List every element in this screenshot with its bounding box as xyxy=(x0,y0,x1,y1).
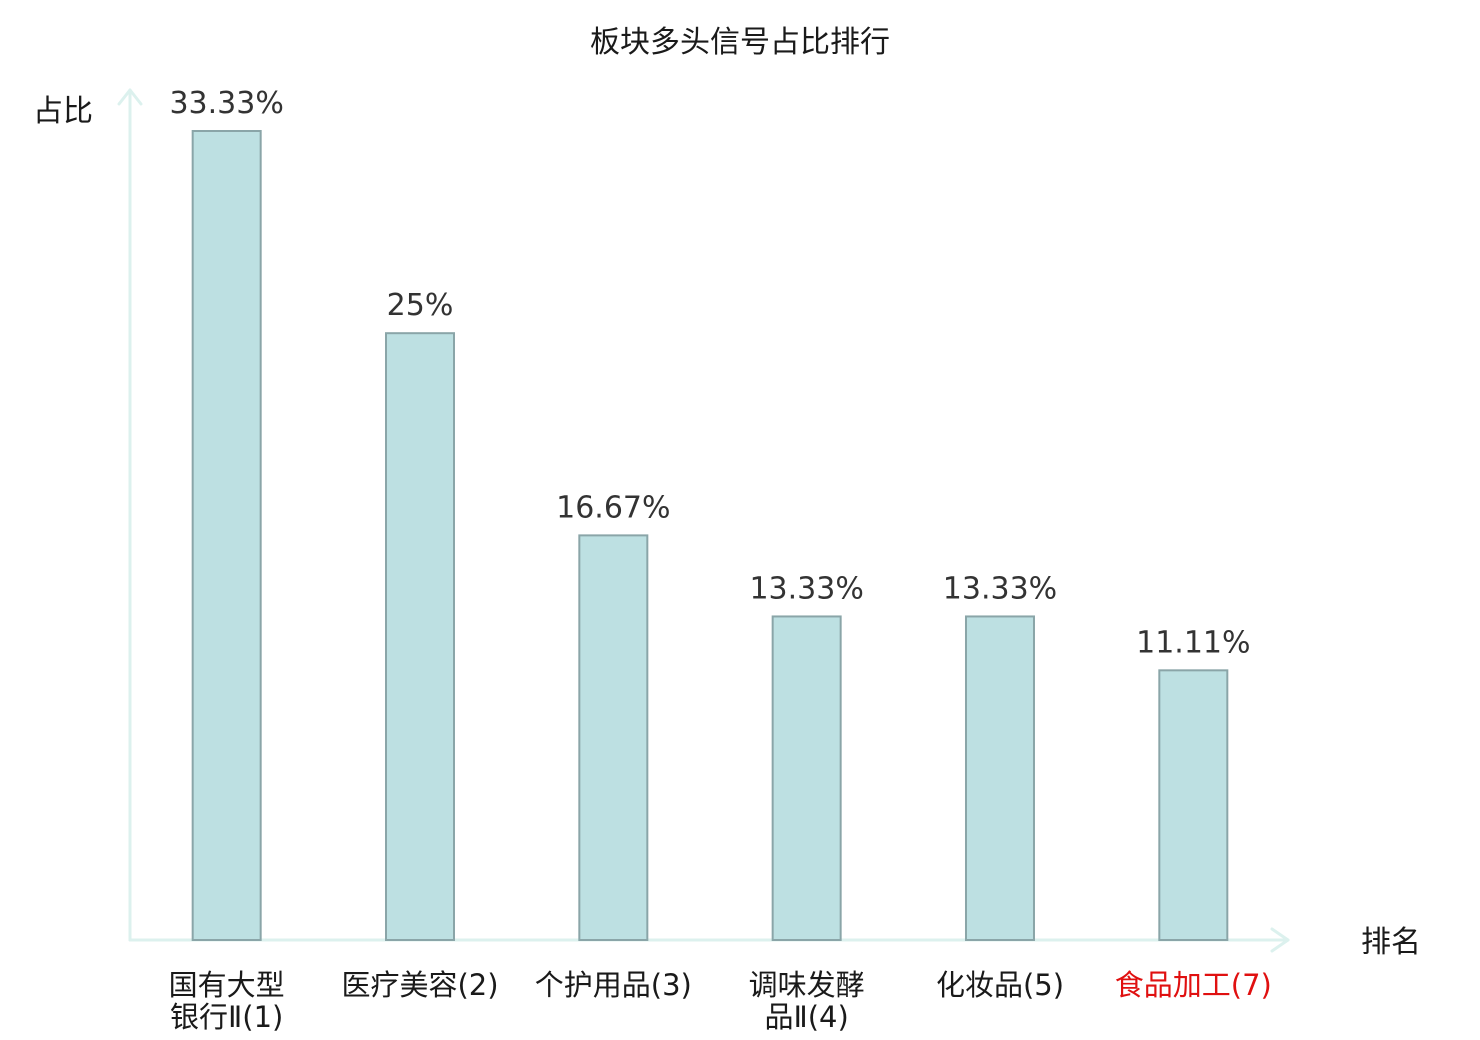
bar xyxy=(191,130,262,941)
bar xyxy=(578,534,649,941)
x-axis-arrow-icon xyxy=(1270,927,1290,953)
bar xyxy=(964,615,1035,941)
y-axis-label: 占比 xyxy=(33,94,93,129)
data-label: 13.33% xyxy=(943,571,1057,606)
x-tick-label: 个护用品(3) xyxy=(535,968,692,1002)
x-tick-label-highlighted: 食品加工(7) xyxy=(1115,968,1272,1002)
data-label: 16.67% xyxy=(556,490,670,525)
chart-title: 板块多头信号占比排行 xyxy=(590,25,890,60)
data-labels: 33.33% 25% 16.67% 13.33% 13.33% 11.11% xyxy=(169,86,1250,660)
bar xyxy=(1158,669,1229,942)
x-tick-label: 调味发酵品Ⅱ(4) xyxy=(749,968,865,1034)
bar xyxy=(385,332,455,941)
data-label: 33.33% xyxy=(169,86,283,121)
y-axis-arrow-icon xyxy=(117,88,143,106)
x-tick-labels: 国有大型银行Ⅱ(1) 医疗美容(2) 个护用品(3) 调味发酵品Ⅱ(4) 化妆品(5) 食… xyxy=(169,968,1272,1034)
x-tick-label: 化妆品(5) xyxy=(936,968,1064,1002)
x-tick-label: 国有大型银行Ⅱ(1) xyxy=(169,968,285,1034)
data-label: 13.33% xyxy=(749,571,863,606)
x-tick-label: 医疗美容(2) xyxy=(341,968,498,1002)
data-label: 11.11% xyxy=(1136,625,1250,660)
x-axis-label: 排名 xyxy=(1361,925,1421,960)
bar xyxy=(771,615,842,941)
bar-series xyxy=(191,130,1229,942)
data-label: 25% xyxy=(387,288,454,323)
